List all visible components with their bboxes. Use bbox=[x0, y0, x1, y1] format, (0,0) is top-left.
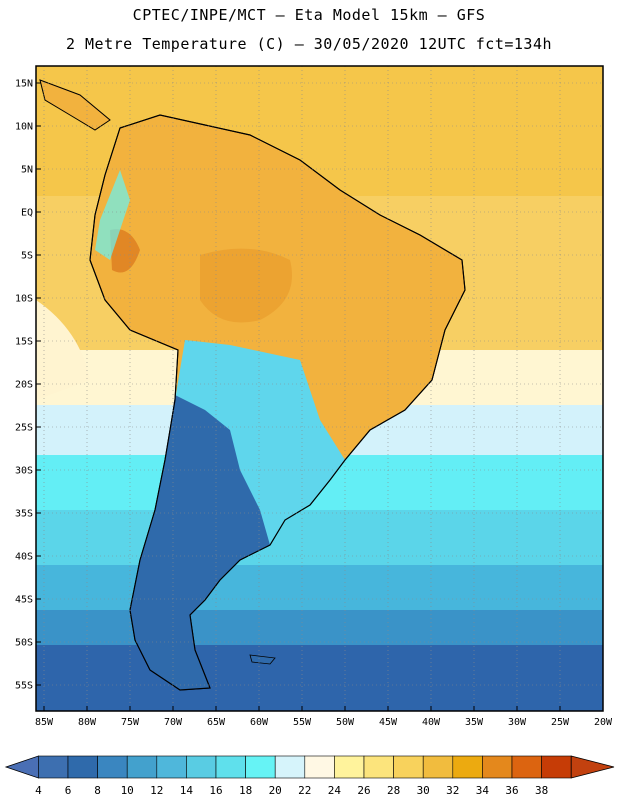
colorbar-label: 16 bbox=[209, 784, 222, 797]
lat-tick-label: 55S bbox=[15, 681, 33, 692]
map-frame bbox=[35, 65, 604, 712]
colorbar-swatch bbox=[245, 755, 276, 779]
colorbar-swatch bbox=[38, 755, 69, 779]
colorbar-label: 14 bbox=[180, 784, 194, 797]
colorbar-low-arrow bbox=[4, 755, 39, 779]
lon-tick-label: 30W bbox=[508, 717, 527, 728]
south-america-landmass bbox=[39, 79, 466, 691]
map-title-line-1: CPTEC/INPE/MCT – Eta Model 15km – GFS bbox=[132, 6, 486, 24]
colorbar-high-arrow bbox=[570, 755, 615, 779]
colorbar-label: 6 bbox=[65, 784, 72, 797]
lat-tick-label: 50S bbox=[15, 638, 33, 649]
colorbar-swatch bbox=[393, 755, 424, 779]
lat-tick-label: 30S bbox=[15, 466, 33, 477]
graticule bbox=[36, 66, 603, 711]
lon-tick-label: 50W bbox=[336, 717, 355, 728]
colorbar-swatch bbox=[511, 755, 542, 779]
lat-tick-label: 15S bbox=[15, 337, 33, 348]
colorbar-swatch bbox=[215, 755, 246, 779]
lat-tick-label: 40S bbox=[15, 552, 33, 563]
colorbar-swatch bbox=[334, 755, 365, 779]
map-title-line-2: 2 Metre Temperature (C) – 30/05/2020 12U… bbox=[65, 35, 553, 53]
lat-tick-label: 5N bbox=[21, 165, 33, 176]
colorbar-swatch bbox=[67, 755, 98, 779]
colorbar-label: 12 bbox=[150, 784, 163, 797]
colorbar-swatch bbox=[126, 755, 158, 779]
colorbar-label: 38 bbox=[535, 784, 548, 797]
lon-tick-label: 85W bbox=[35, 717, 54, 728]
lon-tick-label: 45W bbox=[379, 717, 398, 728]
lon-tick-label: 65W bbox=[207, 717, 226, 728]
colorbar-label: 34 bbox=[476, 784, 490, 797]
colorbar-swatch bbox=[97, 755, 128, 779]
lat-tick-label: 15N bbox=[15, 79, 33, 90]
lat-tick-label: 10N bbox=[15, 122, 33, 133]
colorbar-label: 4 bbox=[35, 784, 42, 797]
lon-tick-label: 40W bbox=[422, 717, 441, 728]
colorbar-swatch bbox=[363, 755, 394, 779]
colorbar-label: 20 bbox=[269, 784, 282, 797]
colorbar-swatch bbox=[422, 755, 454, 779]
lon-tick-label: 20W bbox=[594, 717, 613, 728]
lon-tick-label: 75W bbox=[121, 717, 140, 728]
colorbar-label: 18 bbox=[239, 784, 252, 797]
longitude-axis: 85W 80W 75W 70W 65W 60W 55W 50W 45W 40W 35W 30W 25W 2… bbox=[35, 706, 613, 728]
colorbar-swatch bbox=[452, 755, 483, 779]
colorbar-label: 26 bbox=[357, 784, 370, 797]
latitude-axis: 15N 10N 5N EQ 5S 10S 15S 20S 25S 30S 35S 40S 45S 50S 5… bbox=[15, 79, 41, 692]
colorbar-swatch bbox=[156, 755, 187, 779]
colorbar-label: 30 bbox=[417, 784, 430, 797]
colorbar-label: 24 bbox=[328, 784, 342, 797]
lat-tick-label: 20S bbox=[15, 380, 33, 391]
lat-tick-label: 5S bbox=[21, 251, 33, 262]
lon-tick-label: 35W bbox=[465, 717, 484, 728]
lat-tick-label: 45S bbox=[15, 595, 33, 606]
colorbar-label: 32 bbox=[446, 784, 459, 797]
colorbar-swatch bbox=[274, 755, 306, 779]
colorbar-swatch bbox=[482, 755, 513, 779]
lat-tick-label: 25S bbox=[15, 423, 33, 434]
lon-tick-label: 80W bbox=[78, 717, 97, 728]
colorbar: 4 6 8 10 12 14 16 18 20 22 24 26 28 30 32 34 36 38 bbox=[4, 755, 615, 797]
colorbar-label: 36 bbox=[505, 784, 518, 797]
lat-tick-label: 35S bbox=[15, 509, 33, 520]
lon-tick-label: 60W bbox=[250, 717, 269, 728]
colorbar-swatch bbox=[304, 755, 335, 779]
lon-tick-label: 55W bbox=[293, 717, 312, 728]
lon-tick-label: 70W bbox=[164, 717, 183, 728]
colorbar-label: 8 bbox=[94, 784, 101, 797]
colorbar-label: 10 bbox=[121, 784, 134, 797]
lat-tick-label: 10S bbox=[15, 294, 33, 305]
colorbar-swatch bbox=[186, 755, 217, 779]
colorbar-label: 22 bbox=[298, 784, 311, 797]
lon-tick-label: 25W bbox=[551, 717, 570, 728]
colorbar-label: 28 bbox=[387, 784, 400, 797]
lat-tick-label: EQ bbox=[21, 208, 33, 219]
colorbar-swatch bbox=[541, 755, 572, 779]
